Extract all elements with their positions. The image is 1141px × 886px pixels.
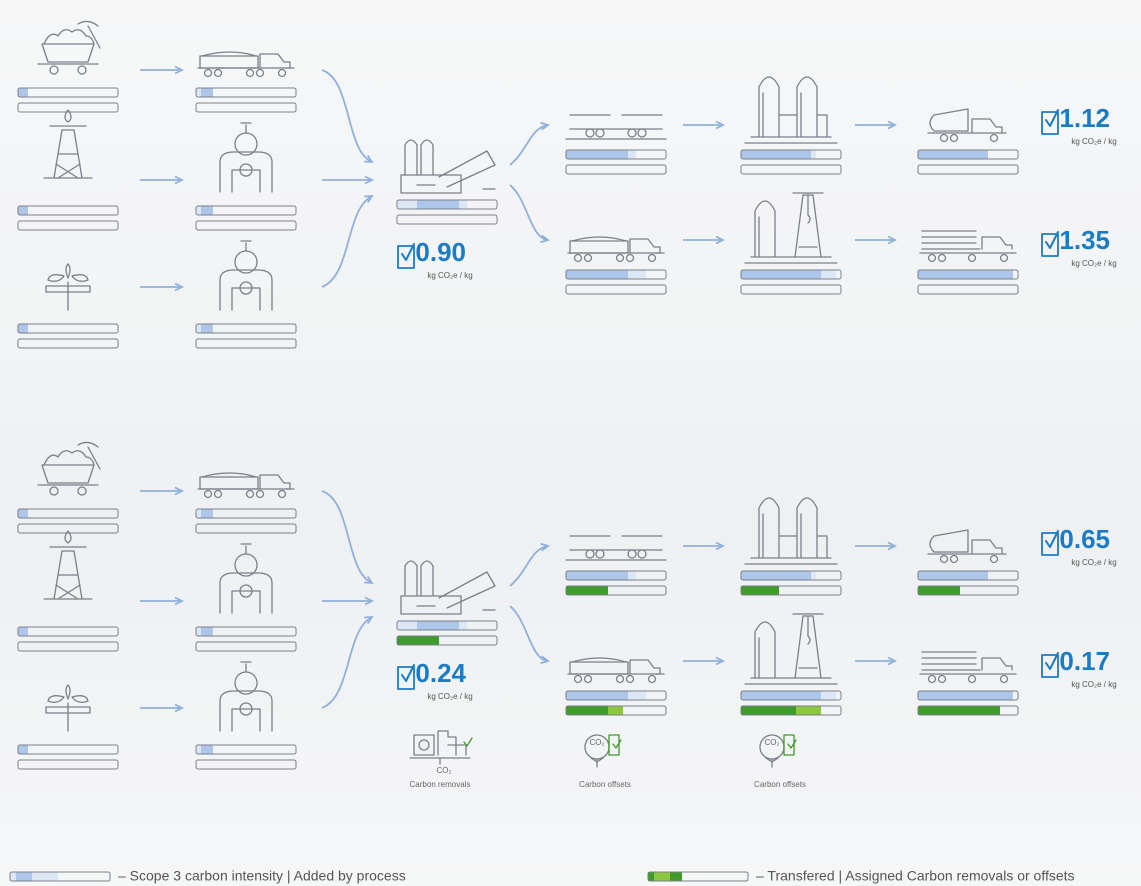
bar-fill — [918, 586, 960, 595]
bar-fill — [201, 206, 213, 215]
bar-fill — [201, 88, 213, 97]
intensity-value: 0.90 — [415, 237, 466, 267]
intensity-value: 0.65 — [1059, 524, 1110, 554]
legend-label: – Scope 3 carbon intensity | Added by pr… — [118, 868, 406, 884]
bar-fill — [566, 571, 628, 580]
intensity-value: 0.24 — [415, 658, 466, 688]
bar-fill — [459, 200, 467, 209]
bar-fill — [397, 621, 417, 630]
bar-fill — [918, 270, 1013, 279]
bar-fill — [18, 627, 28, 636]
bar-fill — [628, 571, 636, 580]
bar-fill — [196, 745, 201, 754]
bar-fill — [459, 621, 467, 630]
bar-fill — [566, 691, 628, 700]
bar-fill — [18, 509, 28, 518]
bar-fill — [18, 745, 28, 754]
bar-fill — [566, 150, 628, 159]
bar-fill — [918, 706, 1000, 715]
bar-fill — [821, 270, 836, 279]
intensity-unit: kg CO₂e / kg — [427, 271, 472, 280]
bar-fill — [741, 270, 821, 279]
bar-fill — [628, 270, 646, 279]
bar-fill — [566, 706, 608, 715]
bar-fill — [741, 706, 796, 715]
bar-fill — [918, 691, 1013, 700]
intensity-unit: kg CO₂e / kg — [427, 692, 472, 701]
annotation-label: Carbon offsets — [579, 780, 631, 789]
bar-fill — [608, 706, 623, 715]
bar-fill — [196, 206, 201, 215]
diagram: 0.90 kg CO₂e / kg 1.12 kg CO₂e / kg 1.35 kg C… — [0, 0, 1141, 886]
bar-fill — [10, 872, 16, 881]
bar-fill — [918, 150, 988, 159]
bar-fill — [201, 324, 213, 333]
annotation-symbol: CO₂ — [589, 738, 604, 747]
intensity-unit: kg CO₂e / kg — [1071, 680, 1116, 689]
bar-fill — [821, 691, 836, 700]
bar-fill — [196, 88, 201, 97]
bar-fill — [741, 150, 811, 159]
bar-fill — [796, 706, 821, 715]
diagram-page: 0.90 kg CO₂e / kg 1.12 kg CO₂e / kg 1.35 kg C… — [0, 0, 1141, 886]
intensity-value: 0.17 — [1059, 646, 1110, 676]
bar-fill — [397, 636, 439, 645]
bar-fill — [566, 270, 628, 279]
intensity-unit: kg CO₂e / kg — [1071, 137, 1116, 146]
bar-fill — [32, 872, 58, 881]
bar-fill — [18, 324, 28, 333]
bar-fill — [566, 586, 608, 595]
bar-fill — [417, 200, 459, 209]
bar-fill — [628, 150, 636, 159]
bar-fill — [741, 586, 779, 595]
bar-fill — [811, 571, 816, 580]
bar-fill — [201, 509, 213, 518]
bar-fill — [654, 872, 670, 881]
annotation-symbol: CO₂ — [436, 766, 451, 775]
bar-fill — [811, 150, 816, 159]
bar-fill — [16, 872, 32, 881]
bar-fill — [670, 872, 682, 881]
bar-fill — [201, 745, 213, 754]
bar-fill — [201, 627, 213, 636]
bar-fill — [417, 621, 459, 630]
intensity-value: 1.12 — [1059, 103, 1110, 133]
legend-label: – Transfered | Assigned Carbon removals … — [756, 868, 1075, 884]
annotation-label: Carbon offsets — [754, 780, 806, 789]
intensity-unit: kg CO₂e / kg — [1071, 259, 1116, 268]
bar-fill — [196, 627, 201, 636]
bar-fill — [741, 571, 811, 580]
bar-fill — [628, 691, 646, 700]
intensity-value: 1.35 — [1059, 225, 1110, 255]
bar-fill — [918, 571, 988, 580]
annotation-label: Carbon removals — [410, 780, 471, 789]
bar-fill — [196, 509, 201, 518]
bar-fill — [18, 88, 28, 97]
intensity-unit: kg CO₂e / kg — [1071, 558, 1116, 567]
bar-fill — [18, 206, 28, 215]
annotation-symbol: CO₂ — [764, 738, 779, 747]
bar-fill — [196, 324, 201, 333]
bar-fill — [648, 872, 654, 881]
bar-fill — [741, 691, 821, 700]
bar-fill — [397, 200, 417, 209]
